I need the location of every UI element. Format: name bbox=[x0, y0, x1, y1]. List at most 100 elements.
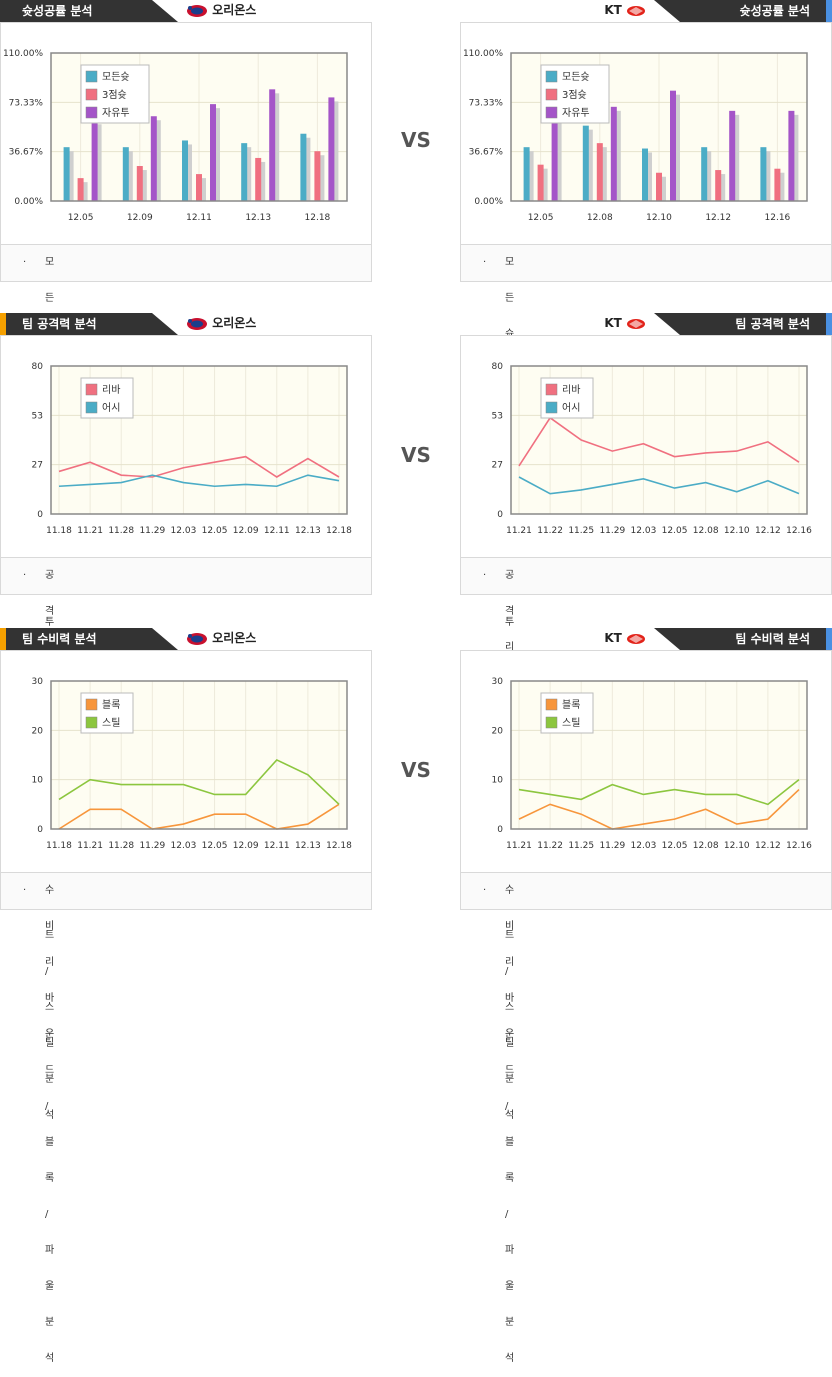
bar bbox=[610, 106, 617, 201]
team-name[interactable]: KT bbox=[604, 0, 646, 22]
y-tick-label: 20 bbox=[492, 726, 504, 736]
x-tick-label: 11.28 bbox=[108, 526, 134, 536]
bar-shadow bbox=[733, 114, 740, 201]
bar-shadow bbox=[586, 129, 593, 201]
legend-label: 스틸 bbox=[562, 716, 580, 729]
y-tick-label: 20 bbox=[32, 726, 44, 736]
x-tick-label: 11.29 bbox=[139, 526, 165, 536]
bar bbox=[182, 140, 188, 201]
bar bbox=[269, 89, 276, 201]
bar bbox=[122, 147, 129, 201]
x-tick-label: 12.05 bbox=[68, 213, 94, 223]
x-tick-label: 12.13 bbox=[245, 213, 271, 223]
header-accent bbox=[0, 313, 6, 335]
team-name[interactable]: KT bbox=[604, 628, 646, 650]
y-tick-label: 30 bbox=[32, 677, 44, 687]
chart-caption: · 모든슛 / 3점슛 / 자유투 성공률 분석 bbox=[461, 244, 831, 808]
bar bbox=[328, 97, 335, 201]
bar bbox=[196, 174, 202, 201]
y-tick-label: 0 bbox=[497, 825, 503, 835]
legend-label: 자유투 bbox=[562, 107, 590, 119]
chart-box: 0 27 53 80 11.18 11.21 11.28 11.29 12.03 12.05 12.… bbox=[0, 335, 372, 1121]
legend-label: 리바 bbox=[562, 384, 580, 396]
legend-swatch bbox=[545, 698, 558, 711]
x-tick-label: 12.03 bbox=[171, 526, 197, 536]
x-tick-label: 12.11 bbox=[186, 213, 212, 223]
plot-border bbox=[510, 365, 808, 515]
bar-shadow bbox=[660, 176, 666, 201]
header-tab: 슛성공률 분석 bbox=[654, 0, 832, 22]
bar-shadow bbox=[154, 120, 161, 201]
y-tick-label: 0.00% bbox=[14, 197, 43, 207]
bar-shadow bbox=[527, 151, 534, 201]
orions-logo-icon bbox=[187, 317, 207, 330]
team-name[interactable]: 오리온스 bbox=[186, 628, 256, 650]
section-0-left-panel: 슛성공률 분석 오리온스 0.00% 36.67% 73.33% 110.00% 12.… bbox=[0, 0, 372, 808]
bar bbox=[210, 104, 216, 201]
bar bbox=[642, 148, 648, 201]
vs-label: VS bbox=[401, 443, 431, 467]
caption-text: 수비리바운드 / 블록 / 파울 분석 bbox=[505, 885, 515, 1364]
x-tick-label: 11.21 bbox=[77, 526, 103, 536]
section-header: 팀 공격력 분석 오리온스 bbox=[0, 313, 372, 335]
bar-shadow bbox=[259, 161, 266, 201]
chart-svg: 0 27 53 80 11.21 11.22 11.25 11.29 12.03 12.05 12.… bbox=[492, 362, 813, 536]
header-accent bbox=[0, 628, 6, 650]
plot-border bbox=[510, 680, 808, 830]
team-name[interactable]: 오리온스 bbox=[186, 0, 256, 22]
chart-box: 0 10 20 30 11.18 11.21 11.28 11.29 12.03 12.05 12.… bbox=[0, 650, 372, 1364]
bar bbox=[760, 147, 767, 201]
section-header: KT 팀 공격력 분석 bbox=[460, 313, 832, 335]
header-accent bbox=[826, 313, 832, 335]
x-tick-label: 11.25 bbox=[568, 841, 594, 851]
y-tick-label: 10 bbox=[492, 776, 504, 786]
legend-swatch bbox=[85, 106, 98, 119]
plot-border bbox=[50, 365, 348, 515]
x-tick-label: 12.08 bbox=[693, 526, 719, 536]
x-tick-label: 11.29 bbox=[599, 841, 625, 851]
legend-swatch bbox=[85, 383, 98, 396]
x-tick-label: 12.18 bbox=[326, 841, 352, 851]
y-tick-label: 73.33% bbox=[469, 98, 504, 108]
team-name[interactable]: KT bbox=[604, 313, 646, 335]
y-tick-label: 53 bbox=[32, 411, 43, 421]
bar bbox=[537, 164, 544, 201]
legend-label: 모든슛 bbox=[562, 71, 590, 83]
chart-box: 0.00% 36.67% 73.33% 110.00% 12.05 12.08 12.10 1… bbox=[460, 22, 832, 808]
x-tick-label: 12.09 bbox=[233, 526, 259, 536]
chart-caption: · 수비리바운드 / 블록 / 파울 분석 bbox=[1, 872, 371, 1364]
chart-box: 0 10 20 30 11.21 11.22 11.25 11.29 12.03 12.05 12.… bbox=[460, 650, 832, 1364]
x-tick-label: 12.12 bbox=[755, 841, 781, 851]
y-tick-label: 0 bbox=[497, 510, 503, 520]
kt-logo-icon bbox=[627, 318, 645, 329]
header-title: 슛성공률 분석 bbox=[739, 4, 810, 18]
x-tick-label: 12.10 bbox=[646, 213, 672, 223]
section-1-right-panel: KT 팀 공격력 분석 0 27 53 80 11.21 11.22 11.25 11.29 1… bbox=[460, 313, 832, 1121]
team-name[interactable]: 오리온스 bbox=[186, 313, 256, 335]
bar bbox=[582, 125, 589, 201]
x-tick-label: 12.08 bbox=[693, 841, 719, 851]
chart-svg: 0 27 53 80 11.18 11.21 11.28 11.29 12.03 12.05 12.… bbox=[32, 362, 353, 536]
x-tick-label: 11.21 bbox=[506, 526, 532, 536]
chart-box: 0.00% 36.67% 73.33% 110.00% 12.05 12.09 12.11 1… bbox=[0, 22, 372, 808]
legend-label: 3점슛 bbox=[102, 89, 127, 101]
legend-label: 리바 bbox=[102, 384, 120, 396]
chart-caption: · 수비리바운드 / 블록 / 파울 분석 bbox=[461, 872, 831, 1364]
x-tick-label: 11.25 bbox=[568, 526, 594, 536]
team-name-label: KT bbox=[604, 316, 622, 330]
x-tick-label: 12.12 bbox=[755, 526, 781, 536]
bar bbox=[63, 147, 70, 201]
x-tick-label: 12.16 bbox=[786, 841, 812, 851]
bar-shadow bbox=[646, 152, 652, 201]
x-tick-label: 12.11 bbox=[264, 841, 290, 851]
chart-svg: 0 10 20 30 11.21 11.22 11.25 11.29 12.03 12.05 12.… bbox=[492, 677, 813, 851]
bar-shadow bbox=[719, 174, 726, 201]
x-tick-label: 12.12 bbox=[705, 213, 731, 223]
bar-shadow bbox=[332, 101, 339, 201]
bar-shadow bbox=[200, 178, 206, 201]
y-tick-label: 27 bbox=[492, 461, 503, 471]
legend-swatch bbox=[545, 106, 558, 119]
x-tick-label: 11.21 bbox=[506, 841, 532, 851]
section-header: KT 슛성공률 분석 bbox=[460, 0, 832, 22]
series-line bbox=[58, 758, 340, 805]
